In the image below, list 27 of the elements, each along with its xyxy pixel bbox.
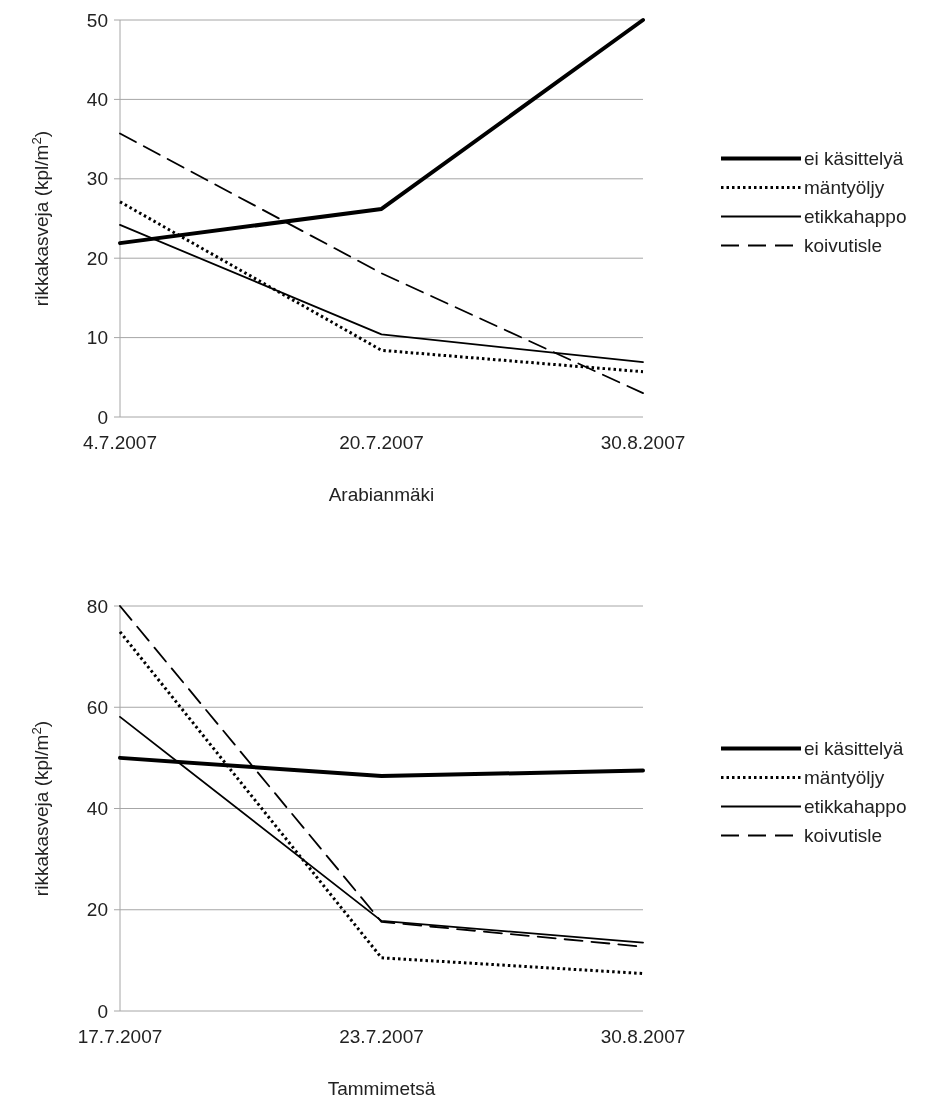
legend-label: ei käsittelyä [804,148,904,170]
x-tick-label: 30.8.2007 [600,1026,686,1047]
legend-label: etikkahappo [804,206,907,228]
x-tick-label: 30.8.2007 [600,432,686,453]
y-tick-label: 40 [86,798,108,820]
x-axis-title: Tammimetsä [327,1078,436,1099]
y-tick-label: 20 [86,247,108,269]
legend-label: etikkahappo [804,796,907,818]
legend-label: mäntyöljy [804,177,885,199]
y-tick-label: 60 [86,696,108,718]
legend-label: mäntyöljy [804,767,885,789]
x-tick-label: 23.7.2007 [339,1026,424,1047]
legend-label: ei käsittelyä [804,738,904,760]
x-tick-label: 20.7.2007 [339,432,424,453]
y-tick-label: 80 [86,595,108,617]
y-tick-label: 10 [86,327,108,349]
legend-label: koivutisle [804,825,883,847]
y-tick-label: 40 [86,89,108,111]
y-tick-label: 20 [86,899,108,921]
y-tick-label: 0 [97,406,108,428]
x-tick-label: 4.7.2007 [83,432,157,453]
legend-label: koivutisle [804,235,883,257]
y-tick-label: 50 [86,9,108,31]
y-tick-label: 30 [86,168,108,190]
x-axis-title: Arabianmäki [328,484,435,505]
y-tick-label: 0 [97,1000,108,1022]
x-tick-label: 17.7.2007 [77,1026,163,1047]
